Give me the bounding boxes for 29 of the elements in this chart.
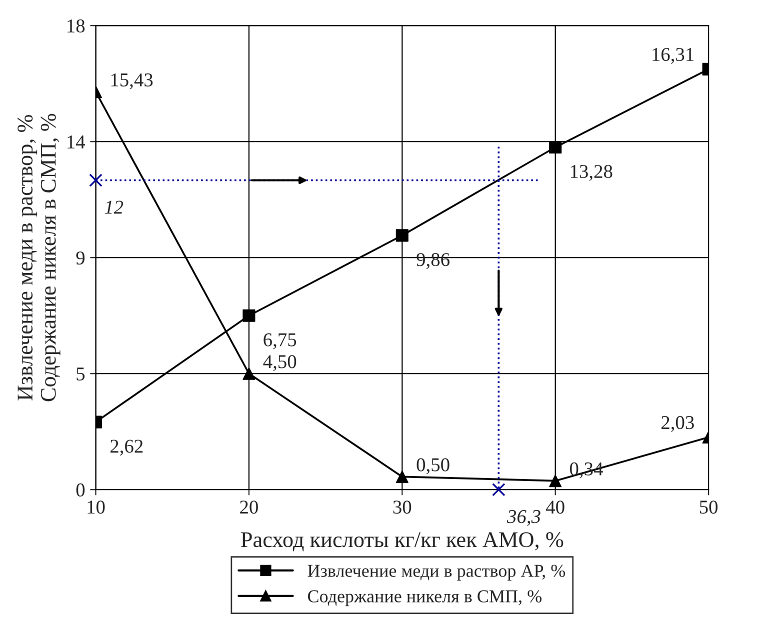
x-tick-label: 10 xyxy=(88,500,105,514)
x-tick-label: 40 xyxy=(546,500,564,514)
data-label: 2,62 xyxy=(110,440,143,456)
y-tick-label: 5 xyxy=(76,368,85,381)
x-tick-label: 30 xyxy=(393,500,412,514)
x-tick-label: 20 xyxy=(240,500,258,514)
y-tick-label: 0 xyxy=(76,483,85,497)
data-label: 4,50 xyxy=(263,355,296,372)
y-axis-title: Извлечение меди в раствор, % Содержание никеля в СМП, % xyxy=(18,114,60,402)
x-tick-label: 50 xyxy=(700,500,718,514)
data-label: 0,50 xyxy=(416,458,450,474)
y-tick-label: 14 xyxy=(68,136,86,148)
data-label: 13,28 xyxy=(570,164,612,181)
point xyxy=(396,470,408,483)
point xyxy=(492,482,506,496)
y-tick-label: 18 xyxy=(68,19,85,33)
point xyxy=(242,309,256,322)
data-label: 16,31 xyxy=(652,48,694,64)
annotation: 36,3 xyxy=(506,510,540,526)
data-label: 6,75 xyxy=(264,333,296,350)
x-axis-title: Расход кислоты кг/кг кек АМО, % xyxy=(241,532,564,552)
annotation: 12 xyxy=(104,200,124,214)
legend-label: Содержание никеля в СМП, % xyxy=(308,590,542,606)
data-label: 15,43 xyxy=(111,73,153,90)
point xyxy=(242,367,256,380)
y-tick-label: 9 xyxy=(76,251,85,265)
point xyxy=(396,229,408,242)
data-label: 2,03 xyxy=(661,416,694,432)
legend-label: Извлечение меди в раствор АР, % xyxy=(308,564,566,581)
